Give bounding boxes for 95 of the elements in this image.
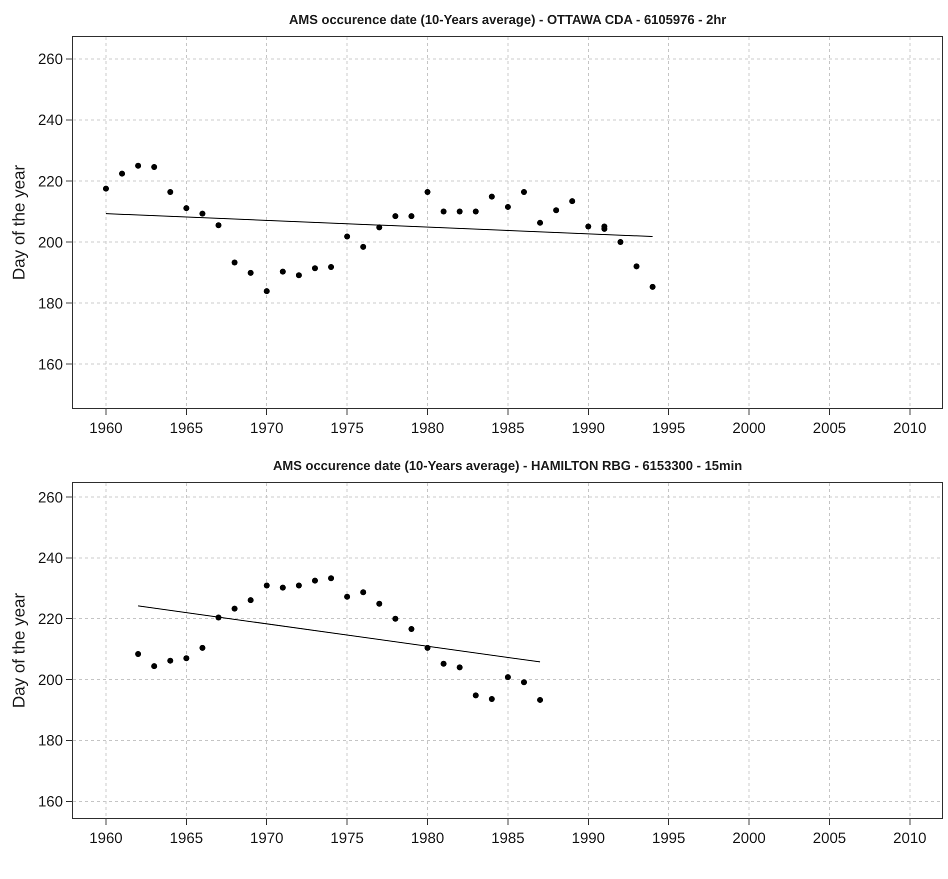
point bbox=[360, 244, 366, 250]
y-tick-label: 180 bbox=[38, 732, 63, 750]
point bbox=[440, 660, 447, 667]
y-tick-label: 220 bbox=[38, 610, 63, 628]
y-axis-title: Day of the year bbox=[10, 164, 29, 280]
point bbox=[199, 644, 206, 651]
point bbox=[440, 208, 447, 215]
point bbox=[617, 239, 624, 246]
y-tick-label: 160 bbox=[38, 794, 63, 811]
point bbox=[650, 284, 656, 290]
y-tick-label: 240 bbox=[38, 112, 63, 130]
point bbox=[216, 222, 222, 228]
y-tick-label: 160 bbox=[38, 356, 63, 374]
x-tick-label: 2005 bbox=[812, 420, 846, 437]
y-axis-title: Day of the year bbox=[10, 592, 29, 708]
x-tick-label: 1970 bbox=[250, 830, 284, 847]
point bbox=[312, 578, 318, 584]
x-tick-label: 1980 bbox=[410, 830, 444, 847]
point bbox=[553, 207, 560, 214]
x-tick-label: 2010 bbox=[893, 420, 927, 437]
point bbox=[296, 272, 302, 278]
x-tick-label: 2005 bbox=[812, 830, 846, 847]
point bbox=[585, 223, 592, 230]
point bbox=[328, 575, 334, 582]
point bbox=[232, 259, 238, 266]
point bbox=[520, 679, 527, 686]
point bbox=[504, 204, 511, 210]
y-tick-label: 180 bbox=[38, 295, 63, 312]
x-tick-label: 1975 bbox=[330, 420, 364, 437]
point bbox=[135, 651, 142, 657]
point bbox=[537, 696, 544, 703]
point bbox=[167, 658, 174, 664]
point bbox=[183, 205, 190, 212]
x-tick-label: 2000 bbox=[732, 420, 766, 437]
point bbox=[199, 210, 206, 217]
point bbox=[280, 584, 286, 591]
x-tick-label: 1990 bbox=[572, 830, 605, 847]
point bbox=[167, 188, 174, 195]
point bbox=[376, 600, 382, 607]
point bbox=[248, 270, 254, 276]
point bbox=[424, 188, 431, 195]
point bbox=[264, 582, 270, 589]
point bbox=[472, 208, 479, 215]
chart-title: AMS occurence date (10-Years average) - OTTAWA CDA - 6105976 - 2hr bbox=[289, 12, 726, 27]
point bbox=[151, 663, 158, 670]
point bbox=[408, 213, 414, 220]
y-tick-label: 260 bbox=[38, 489, 63, 506]
y-tick-label: 240 bbox=[38, 550, 63, 568]
point bbox=[312, 265, 318, 272]
x-tick-label: 1970 bbox=[250, 420, 284, 437]
x-tick-label: 2000 bbox=[732, 830, 766, 847]
point bbox=[472, 692, 479, 698]
y-tick-label: 200 bbox=[38, 234, 63, 252]
x-tick-label: 2010 bbox=[893, 830, 927, 847]
x-tick-label: 1965 bbox=[170, 420, 204, 437]
point bbox=[102, 186, 109, 192]
y-tick-label: 220 bbox=[38, 173, 63, 190]
y-tick-label: 200 bbox=[38, 672, 63, 689]
x-tick-label: 1985 bbox=[491, 420, 525, 437]
x-tick-label: 1975 bbox=[330, 830, 364, 847]
x-tick-label: 1960 bbox=[89, 830, 123, 847]
point bbox=[296, 582, 302, 589]
point bbox=[119, 170, 126, 177]
point bbox=[504, 674, 511, 680]
point bbox=[344, 594, 350, 600]
point bbox=[360, 589, 366, 596]
point bbox=[456, 664, 463, 670]
point bbox=[264, 288, 270, 294]
x-tick-label: 1990 bbox=[572, 420, 605, 437]
point bbox=[634, 263, 640, 270]
point bbox=[520, 188, 527, 195]
x-tick-label: 1985 bbox=[491, 830, 525, 847]
point bbox=[392, 616, 398, 622]
point bbox=[248, 597, 254, 604]
y-tick-label: 260 bbox=[38, 51, 63, 68]
point bbox=[183, 655, 190, 662]
x-tick-label: 1965 bbox=[170, 830, 204, 847]
point bbox=[569, 198, 576, 204]
point bbox=[408, 626, 414, 632]
point bbox=[344, 234, 350, 240]
x-tick-label: 1995 bbox=[652, 420, 686, 437]
point bbox=[151, 164, 158, 170]
point bbox=[488, 194, 495, 200]
point bbox=[232, 606, 238, 612]
point bbox=[488, 696, 495, 702]
point bbox=[328, 264, 334, 270]
point bbox=[392, 213, 398, 220]
chart-title: AMS occurence date (10-Years average) - HAMILTON RBG - 6153300 - 15min bbox=[273, 458, 742, 473]
x-tick-label: 1960 bbox=[89, 420, 123, 437]
point bbox=[135, 162, 142, 169]
point bbox=[280, 268, 286, 275]
point bbox=[537, 220, 544, 226]
x-tick-label: 1980 bbox=[410, 420, 444, 437]
x-tick-label: 1995 bbox=[652, 830, 686, 847]
point bbox=[456, 208, 463, 215]
